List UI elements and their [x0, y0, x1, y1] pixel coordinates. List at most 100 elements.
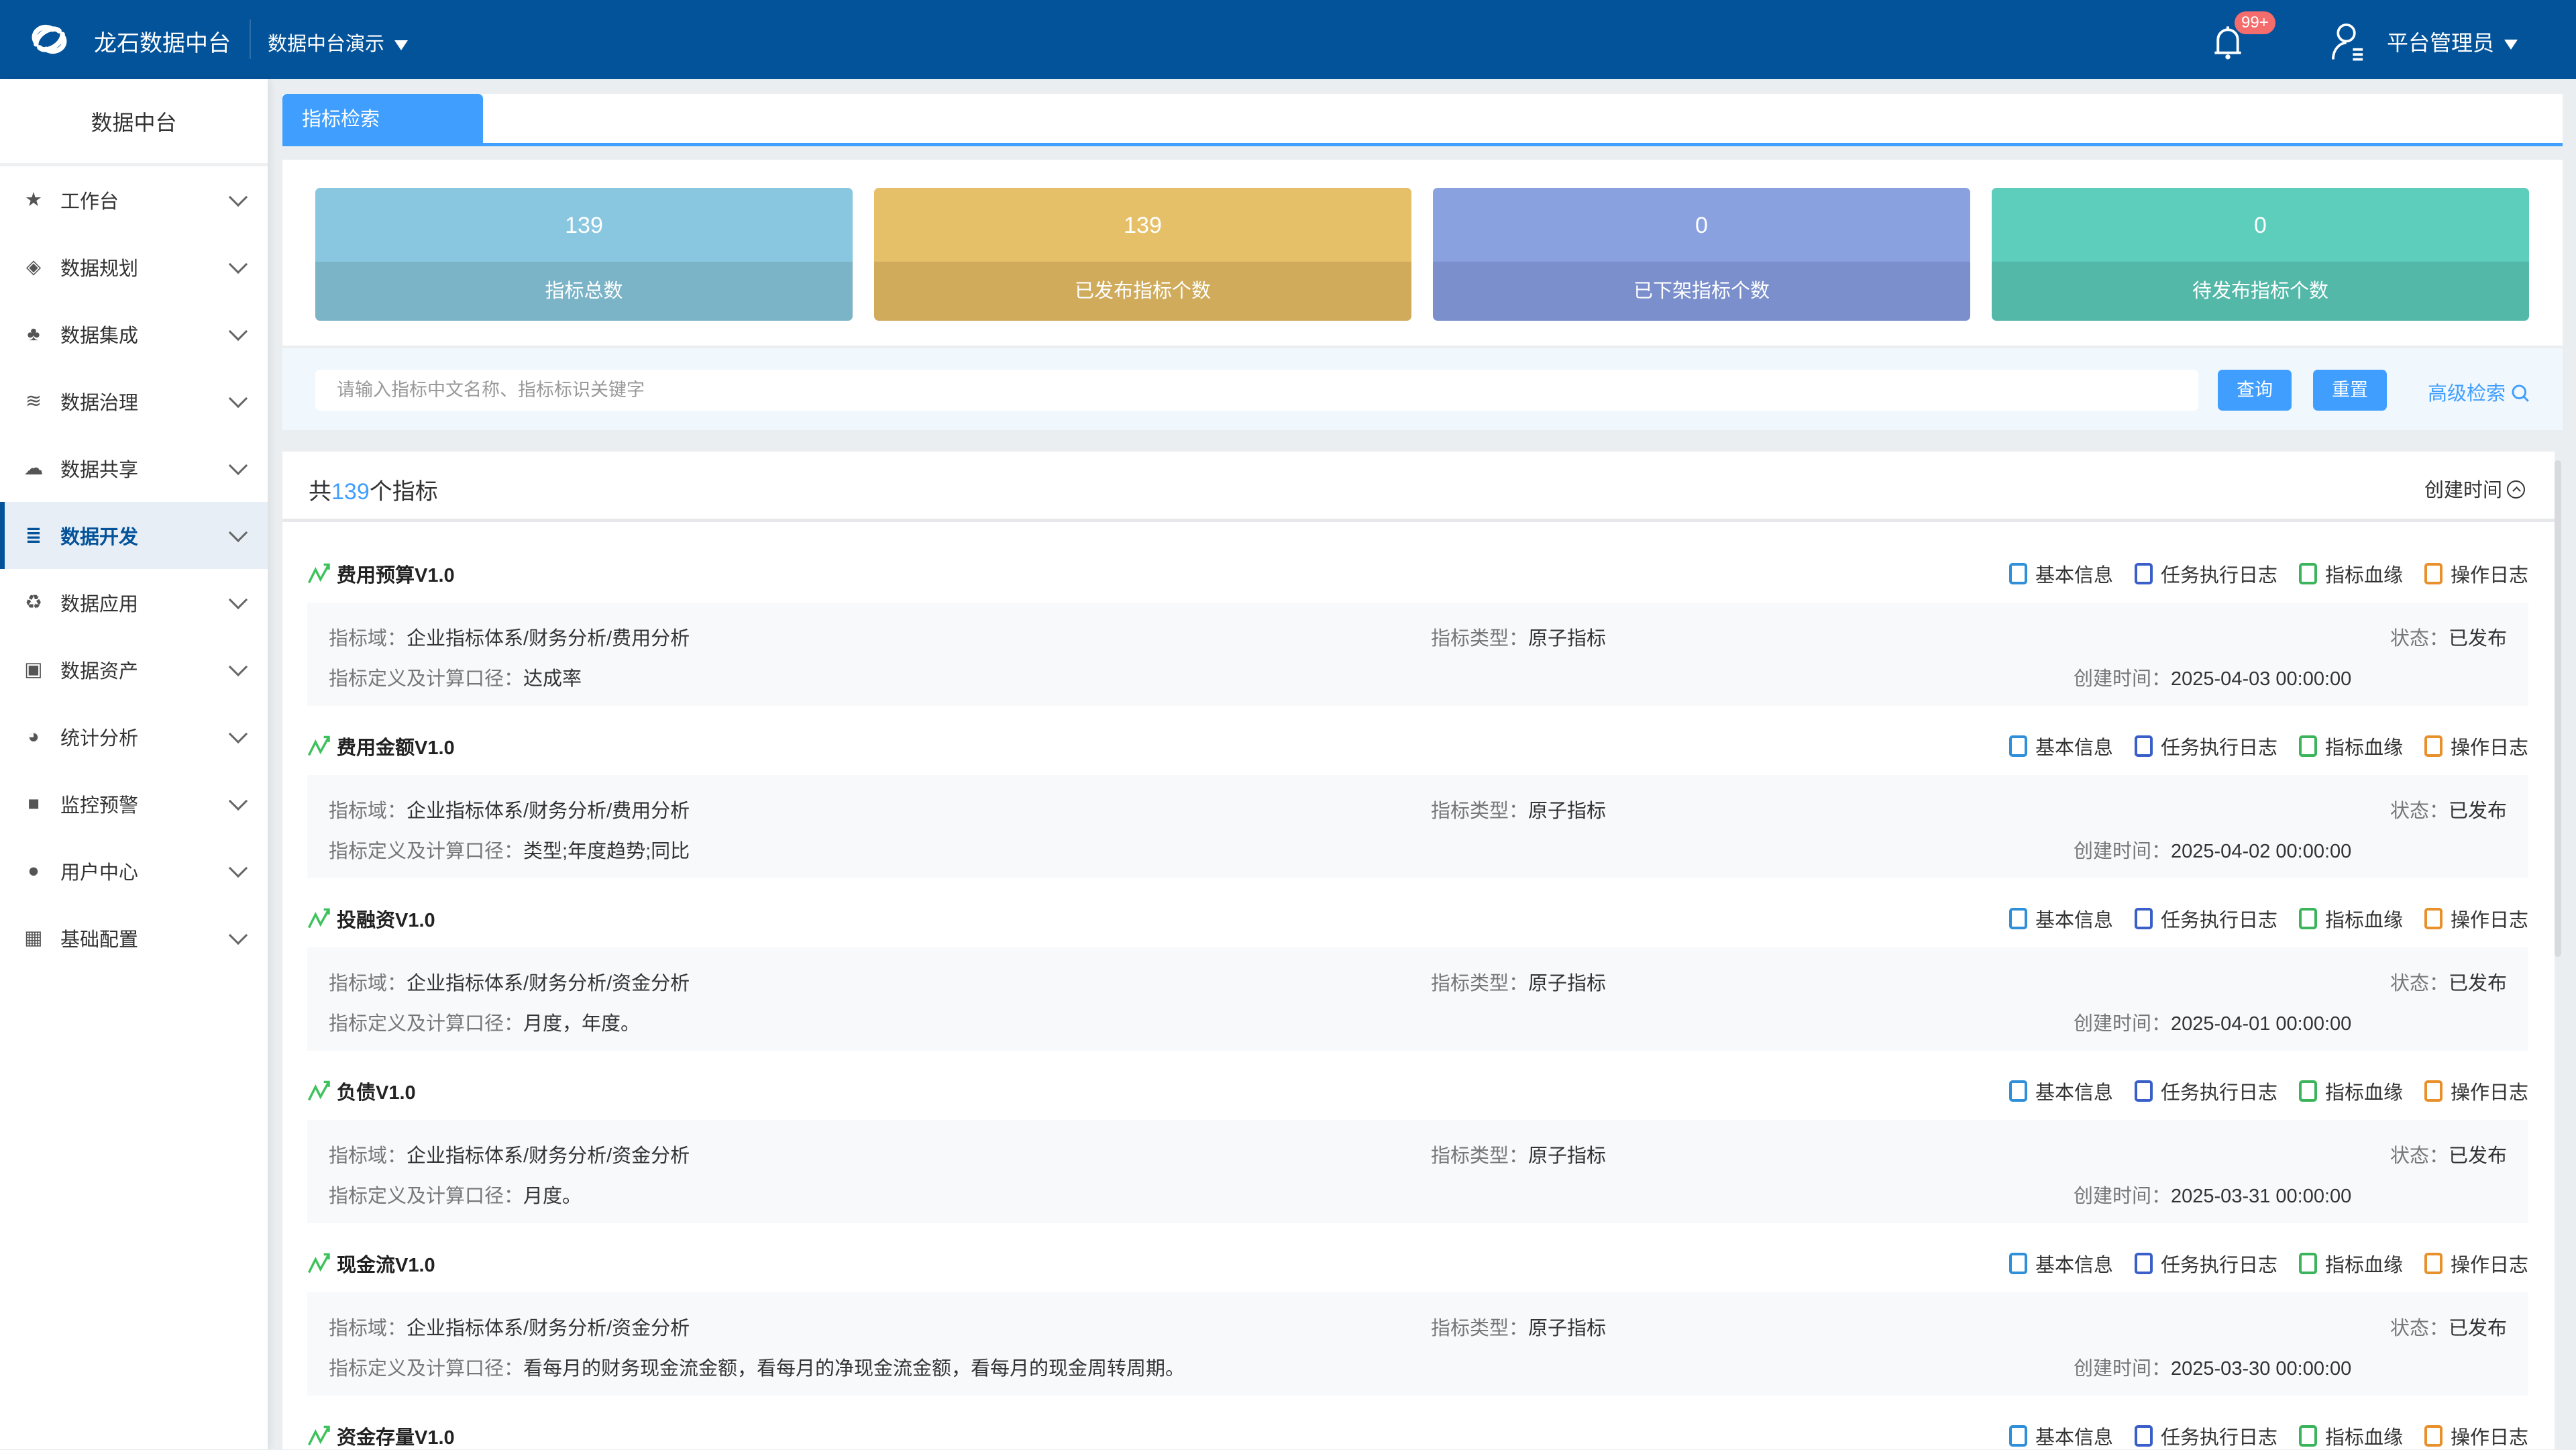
operation-log-icon — [2424, 908, 2443, 929]
action-label: 任务执行日志 — [2160, 737, 2277, 759]
action-label: 操作日志 — [2450, 910, 2528, 931]
action-2[interactable]: 指标血缘 — [2298, 1249, 2403, 1278]
status-value: 已发布 — [2448, 1145, 2507, 1167]
created-value: 2025-04-02 00:00:00 — [2171, 841, 2352, 862]
project-dropdown[interactable]: 数据中台演示 — [268, 28, 409, 56]
stat-label: 已发布指标个数 — [874, 262, 1411, 321]
reset-button[interactable]: 重置 — [2313, 370, 2387, 411]
sidebar-item-label: 数据资产 — [60, 661, 139, 682]
action-label: 指标血缘 — [2324, 565, 2403, 586]
action-2[interactable]: 指标血缘 — [2298, 1077, 2403, 1105]
action-1[interactable]: 任务执行日志 — [2134, 1077, 2277, 1105]
action-2[interactable]: 指标血缘 — [2298, 560, 2403, 588]
indicator-title[interactable]: 投融资V1.0 — [307, 904, 435, 933]
created-value: 2025-03-30 00:00:00 — [2171, 1358, 2352, 1380]
action-label: 任务执行日志 — [2160, 910, 2277, 931]
stat-value: 0 — [1992, 188, 2529, 262]
action-label: 指标血缘 — [2324, 910, 2403, 931]
action-2[interactable]: 指标血缘 — [2298, 1422, 2403, 1450]
sidebar-item-label: 监控预警 — [60, 795, 139, 817]
sidebar-item-5[interactable]: ≣ 数据开发 — [0, 502, 268, 569]
operation-log-icon — [2424, 1253, 2443, 1274]
sidebar-item-3[interactable]: ≋ 数据治理 — [0, 368, 268, 435]
operation-log-icon — [2424, 735, 2443, 757]
status-value: 已发布 — [2448, 628, 2507, 650]
sidebar-item-label: 数据集成 — [60, 325, 139, 347]
stats-panel: 139 指标总数 139 已发布指标个数 0 已下架指标个数 0 待发布指标个数 — [282, 160, 2563, 346]
info-icon — [2008, 1425, 2027, 1447]
search-bar: 查询 重置 高级检索 — [282, 348, 2563, 430]
sidebar-item-7[interactable]: ▣ 数据资产 — [0, 636, 268, 703]
indicator-title[interactable]: 负债V1.0 — [307, 1077, 416, 1105]
sidebar-item-9[interactable]: ■ 监控预警 — [0, 770, 268, 837]
sidebar-item-11[interactable]: ▦ 基础配置 — [0, 904, 268, 972]
action-0[interactable]: 基本信息 — [2008, 1422, 2113, 1450]
user-menu[interactable]: 平台管理员 — [2387, 26, 2518, 57]
action-label: 操作日志 — [2450, 1427, 2528, 1449]
action-1[interactable]: 任务执行日志 — [2134, 1422, 2277, 1450]
action-3[interactable]: 操作日志 — [2424, 1422, 2528, 1450]
action-label: 任务执行日志 — [2160, 1427, 2277, 1449]
indicator-title[interactable]: 费用金额V1.0 — [307, 732, 455, 760]
list-item: 负债V1.0 基本信息 任务执行日志 指标血缘 操作日志 指标域：企业指标体系/财务分… — [307, 1051, 2528, 1223]
action-0[interactable]: 基本信息 — [2008, 904, 2113, 933]
query-button[interactable]: 查询 — [2218, 370, 2292, 411]
sort-by-created-time[interactable]: 创建时间 — [2424, 474, 2525, 503]
sidebar-item-10[interactable]: ● 用户中心 — [0, 837, 268, 904]
action-3[interactable]: 操作日志 — [2424, 732, 2528, 760]
advanced-search-label: 高级检索 — [2428, 383, 2506, 405]
action-3[interactable]: 操作日志 — [2424, 560, 2528, 588]
tab-indicator-search[interactable]: 指标检索 — [282, 94, 483, 146]
action-1[interactable]: 任务执行日志 — [2134, 732, 2277, 760]
action-0[interactable]: 基本信息 — [2008, 732, 2113, 760]
chevron-down-icon — [228, 389, 248, 409]
stat-card: 139 已发布指标个数 — [874, 188, 1411, 321]
domain-value: 企业指标体系/财务分析/资金分析 — [407, 973, 690, 994]
indicator-title[interactable]: 费用预算V1.0 — [307, 560, 455, 588]
scrollbar[interactable] — [2555, 460, 2561, 957]
advanced-search-link[interactable]: 高级检索 — [2428, 378, 2529, 406]
sidebar-item-6[interactable]: ♻ 数据应用 — [0, 569, 268, 636]
definition-value: 月度。 — [523, 1186, 582, 1207]
user-icon[interactable] — [2330, 21, 2366, 61]
action-3[interactable]: 操作日志 — [2424, 1249, 2528, 1278]
action-label: 任务执行日志 — [2160, 565, 2277, 586]
divider — [250, 19, 251, 59]
bell-icon[interactable] — [2210, 21, 2246, 61]
sidebar-item-2[interactable]: ♣ 数据集成 — [0, 301, 268, 368]
indicator-title[interactable]: 资金存量V1.0 — [307, 1422, 455, 1450]
sidebar-item-8[interactable]: ◕ 统计分析 — [0, 703, 268, 770]
trend-icon — [307, 563, 330, 584]
tab-bar: 指标检索 — [282, 94, 2563, 146]
action-2[interactable]: 指标血缘 — [2298, 904, 2403, 933]
sidebar-item-0[interactable]: ★ 工作台 — [0, 166, 268, 234]
action-0[interactable]: 基本信息 — [2008, 1249, 2113, 1278]
status-value: 已发布 — [2448, 973, 2507, 994]
stat-label: 已下架指标个数 — [1433, 262, 1970, 321]
stat-value: 139 — [315, 188, 853, 262]
stat-value: 139 — [874, 188, 1411, 262]
operation-log-icon — [2424, 1080, 2443, 1102]
action-label: 基本信息 — [2035, 1255, 2113, 1276]
action-3[interactable]: 操作日志 — [2424, 904, 2528, 933]
indicator-list: 共139个指标 创建时间 费用预算V1.0 基本信息 任务执行日志 指标血缘 操作日志… — [282, 452, 2555, 1449]
action-1[interactable]: 任务执行日志 — [2134, 904, 2277, 933]
sidebar-item-4[interactable]: ☁ 数据共享 — [0, 435, 268, 502]
indicator-name: 资金存量V1.0 — [337, 1427, 455, 1449]
trend-icon — [307, 1425, 330, 1446]
action-3[interactable]: 操作日志 — [2424, 1077, 2528, 1105]
type-value: 原子指标 — [1528, 628, 1607, 650]
indicator-title[interactable]: 现金流V1.0 — [307, 1249, 435, 1278]
action-1[interactable]: 任务执行日志 — [2134, 1249, 2277, 1278]
indicator-details: 指标域：企业指标体系/财务分析/资金分析 指标类型：原子指标 状态：已发布 指标… — [307, 947, 2528, 1051]
action-1[interactable]: 任务执行日志 — [2134, 560, 2277, 588]
action-label: 操作日志 — [2450, 1255, 2528, 1276]
item-actions: 基本信息 任务执行日志 指标血缘 操作日志 — [2008, 732, 2528, 760]
search-input[interactable] — [315, 370, 2198, 411]
list-item: 投融资V1.0 基本信息 任务执行日志 指标血缘 操作日志 指标域：企业指标体系/财务… — [307, 878, 2528, 1051]
action-0[interactable]: 基本信息 — [2008, 1077, 2113, 1105]
definition-value: 月度，年度。 — [523, 1013, 641, 1035]
action-0[interactable]: 基本信息 — [2008, 560, 2113, 588]
sidebar-item-1[interactable]: ◈ 数据规划 — [0, 234, 268, 301]
action-2[interactable]: 指标血缘 — [2298, 732, 2403, 760]
